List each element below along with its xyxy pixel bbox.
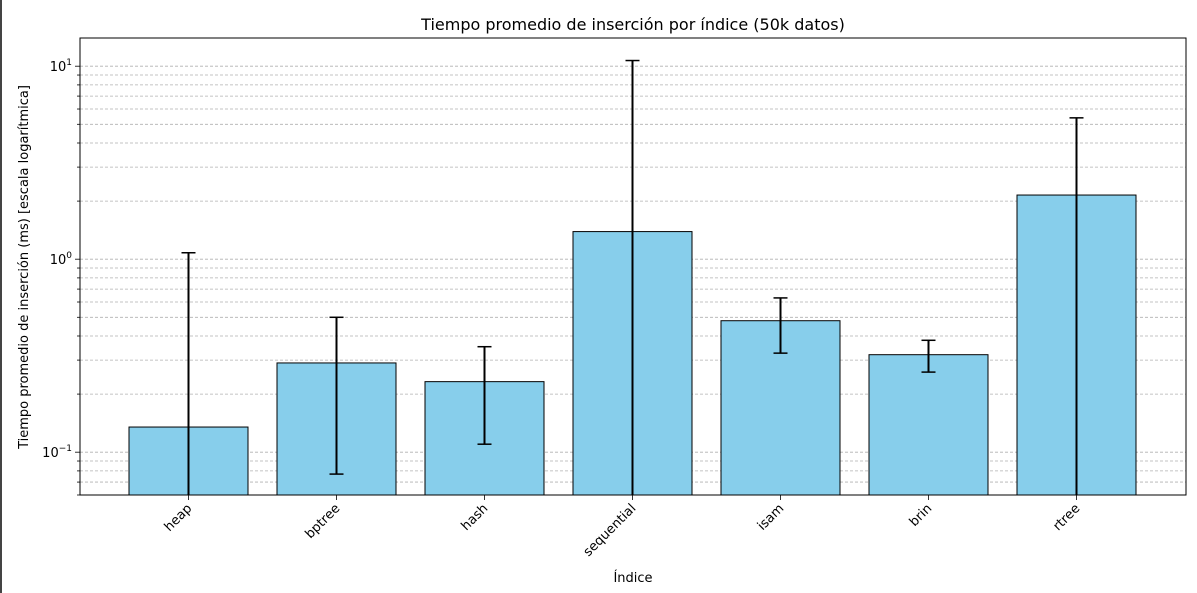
x-axis: heap bptree hash sequential isam brin rtree [162, 495, 1083, 560]
x-tick-label-bptree: bptree [303, 501, 344, 542]
x-tick-label-hash: hash [459, 501, 492, 534]
x-tick-label-sequential: sequential [581, 501, 640, 560]
error-bars [181, 59, 1084, 495]
y-tick-label: 10−1 [42, 444, 72, 461]
x-tick-label-isam: isam [755, 501, 788, 534]
x-tick-label-heap: heap [162, 501, 196, 535]
bar-brin [868, 354, 989, 496]
y-tick-label: 101 [50, 58, 72, 75]
x-tick-label-rtree: rtree [1050, 501, 1083, 534]
y-axis: 10−1 100 101 [42, 58, 80, 496]
window-left-edge [0, 0, 2, 593]
x-tick-label-brin: brin [907, 501, 936, 530]
x-axis-label: Índice [613, 570, 652, 586]
chart-title: Tiempo promedio de inserción por índice … [420, 15, 845, 34]
plot-area-frame [79, 37, 1187, 496]
y-axis-label: Tiempo promedio de inserción (ms) [escal… [17, 85, 32, 450]
y-tick-label: 100 [50, 251, 73, 268]
